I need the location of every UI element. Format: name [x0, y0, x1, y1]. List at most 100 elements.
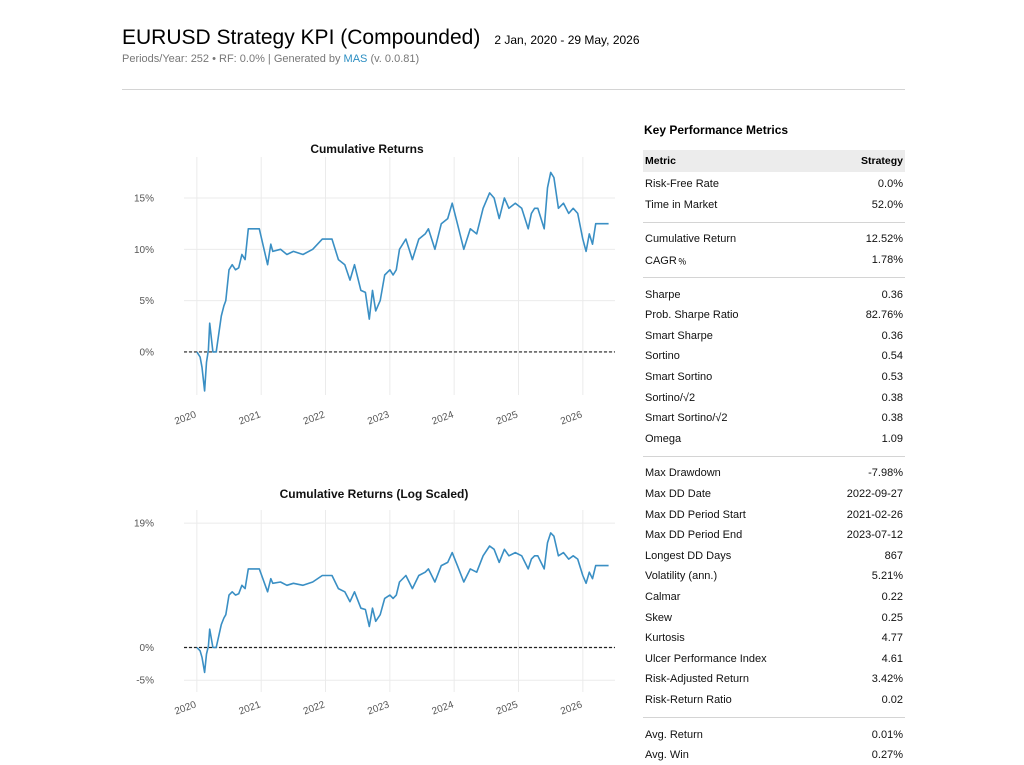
metric-name: Cumulative Return	[645, 233, 737, 246]
metric-value: -7.98%	[868, 467, 903, 480]
strategy-column-header: Strategy	[820, 150, 905, 172]
metric-value: 12.52%	[865, 233, 903, 246]
metric-value: 0.36	[881, 288, 903, 301]
metric-row: Max Drawdown -7.98%	[643, 463, 905, 484]
metric-row: Smart Sortino 0.53	[643, 367, 905, 388]
metric-row: Calmar 0.22	[643, 587, 905, 608]
metric-value: 5.21%	[871, 570, 903, 583]
metric-value: 3.42%	[871, 673, 903, 686]
subtitle-info: Periods/Year: 252 • RF: 0.0% | Generated…	[122, 53, 344, 65]
metric-value: 0.22	[881, 590, 903, 603]
metric-value: 4.77	[881, 632, 903, 645]
metric-name: Max DD Date	[645, 488, 712, 501]
cumulative-returns-log-svg: Cumulative Returns (Log Scaled) -5% 0% 19% 2…	[134, 487, 615, 717]
metric-row: Volatility (ann.) 5.21%	[643, 566, 905, 587]
metric-name: Risk-Return Ratio	[645, 693, 732, 706]
date-range: 2 Jan, 2020 - 29 May, 2026	[494, 33, 640, 47]
metric-value: 0.54	[881, 350, 903, 363]
metric-name: CAGR﹪	[645, 255, 688, 268]
series-line	[196, 171, 609, 392]
metric-row: Skew 0.25	[643, 607, 905, 628]
metrics-separator	[643, 710, 905, 724]
x-tick-label: 2026	[559, 409, 584, 427]
y-tick-label: 19%	[134, 519, 154, 530]
x-tick-label: 2025	[495, 699, 520, 717]
x-tick-label: 2023	[366, 699, 391, 717]
chart-title: Cumulative Returns	[310, 142, 424, 156]
metric-row: Avg. Return 0.01%	[643, 724, 905, 745]
metric-row: Sortino 0.54	[643, 346, 905, 367]
metric-name: Calmar	[645, 590, 681, 603]
metric-row: Max DD Date 2022-09-27	[643, 484, 905, 505]
metric-row: Omega 1.09	[643, 429, 905, 450]
y-tick-label: 10%	[134, 245, 154, 256]
metric-value: 2021-02-26	[846, 508, 903, 521]
report-subtitle: Periods/Year: 252 • RF: 0.0% | Generated…	[122, 53, 905, 65]
x-tick-label: 2021	[238, 409, 263, 427]
report-header: EURUSD Strategy KPI (Compounded) 2 Jan, …	[122, 26, 905, 65]
header-divider	[122, 89, 905, 90]
mas-link[interactable]: MAS	[343, 53, 368, 65]
metric-name: Smart Sortino/√2	[645, 412, 728, 425]
y-tick-label: -5%	[136, 676, 154, 687]
metric-name: Max DD Period End	[645, 529, 743, 542]
metric-name: Time in Market	[645, 198, 718, 211]
x-tick-label: 2023	[366, 409, 391, 427]
metric-value: 4.61	[881, 652, 903, 665]
metrics-separator	[643, 270, 905, 284]
x-tick-label: 2022	[302, 699, 327, 717]
metric-column-header: Metric	[643, 150, 821, 172]
chart-title: Cumulative Returns (Log Scaled)	[280, 487, 469, 501]
metric-name: Smart Sortino	[645, 371, 713, 384]
metric-row: Kurtosis 4.77	[643, 628, 905, 649]
y-tick-label: 15%	[134, 194, 154, 205]
cumulative-returns-svg: Cumulative Returns 0% 5% 10% 15% 2020 2021 2022…	[134, 142, 615, 427]
metric-row: Ulcer Performance Index 4.61	[643, 648, 905, 669]
metric-value: 0.0%	[877, 178, 903, 191]
metric-name: Risk-Free Rate	[645, 178, 719, 191]
cumulative-returns-chart: Cumulative Returns 0% 5% 10% 15% 2020 2021 2022…	[122, 135, 620, 435]
metric-row: Longest DD Days 867	[643, 546, 905, 567]
metric-value: 0.02	[881, 693, 903, 706]
x-tick-label: 2020	[173, 409, 198, 427]
metric-row: Sortino/√2 0.38	[643, 387, 905, 408]
metric-value: 0.27%	[871, 749, 903, 762]
metrics-separator	[643, 449, 905, 463]
metrics-header-row: Metric Strategy	[643, 150, 905, 172]
metric-value: 52.0%	[871, 198, 903, 211]
metrics-body: Risk-Free Rate 0.0% Time in Market 52.0% Cum…	[643, 172, 905, 765]
metric-value: 1.09	[881, 432, 903, 445]
series-line	[196, 532, 609, 674]
x-tick-label: 2020	[173, 699, 198, 717]
metric-name: Omega	[645, 432, 682, 445]
metric-row: Max DD Period End 2023-07-12	[643, 525, 905, 546]
metric-value: 0.36	[881, 329, 903, 342]
x-tick-label: 2026	[559, 699, 584, 717]
metric-name: Smart Sharpe	[645, 329, 713, 342]
subtitle-version: (v. 0.0.81)	[367, 53, 420, 65]
metric-row: Avg. Win 0.27%	[643, 745, 905, 765]
x-tick-label: 2025	[495, 409, 520, 427]
metric-name: Skew	[645, 611, 672, 624]
page-title: EURUSD Strategy KPI (Compounded)	[122, 26, 481, 49]
metric-name: Kurtosis	[645, 632, 685, 645]
metric-value: 0.38	[881, 391, 903, 404]
metric-row: Risk-Return Ratio 0.02	[643, 690, 905, 711]
metric-name: Sharpe	[645, 288, 681, 301]
cumulative-returns-log-chart: Cumulative Returns (Log Scaled) -5% 0% 19% 2…	[122, 482, 620, 753]
x-tick-label: 2024	[431, 699, 456, 717]
metrics-table: Metric Strategy Risk-Free Rate 0.0% Time i…	[643, 150, 905, 765]
y-tick-label: 0%	[140, 643, 155, 654]
metric-value: 2022-09-27	[846, 488, 903, 501]
metric-row: Smart Sharpe 0.36	[643, 326, 905, 347]
metric-row: Time in Market 52.0%	[643, 195, 905, 216]
metric-value: 0.38	[881, 412, 903, 425]
metric-value: 867	[884, 549, 903, 562]
metrics-panel: Key Performance Metrics Metric Strategy …	[643, 118, 905, 765]
metric-name: Prob. Sharpe Ratio	[645, 309, 739, 322]
metric-value: 2023-07-12	[846, 529, 903, 542]
metric-name: Volatility (ann.)	[645, 570, 718, 583]
metric-row: Prob. Sharpe Ratio 82.76%	[643, 305, 905, 326]
metric-name: Avg. Win	[645, 749, 689, 762]
metric-value: 0.01%	[871, 728, 903, 741]
